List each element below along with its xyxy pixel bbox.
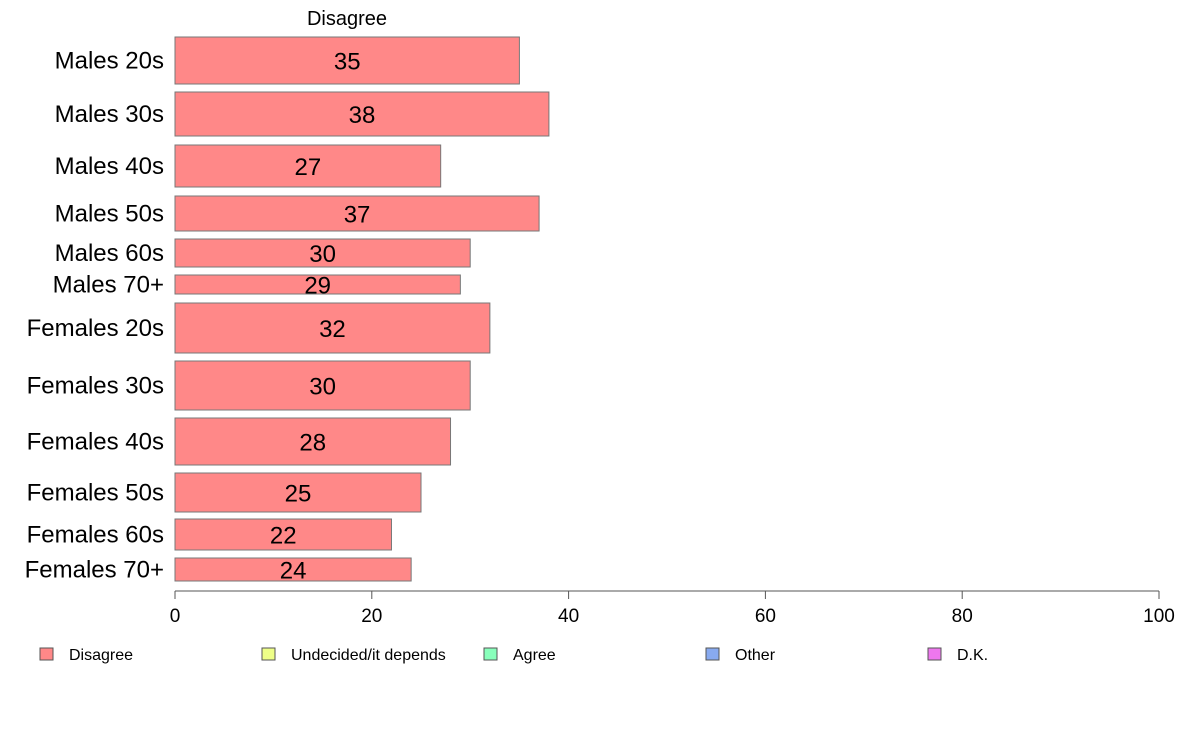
category-label: Males 20s xyxy=(55,48,164,75)
legend-swatch xyxy=(927,647,942,661)
bar xyxy=(174,144,442,188)
legend-swatch xyxy=(483,647,498,661)
category-label: Females 60s xyxy=(27,522,164,549)
legend-swatch xyxy=(261,647,276,661)
category-label: Males 50s xyxy=(55,201,164,228)
legend-label: Undecided/it depends xyxy=(291,647,446,664)
data-label: 24 xyxy=(280,558,307,585)
data-label: 35 xyxy=(334,49,361,76)
data-label: 29 xyxy=(304,273,331,300)
data-label: 38 xyxy=(349,102,376,129)
category-label: Females 40s xyxy=(27,429,164,456)
x-tick-label: 40 xyxy=(558,606,579,627)
bar xyxy=(174,360,471,411)
legend-label: Disagree xyxy=(69,647,133,664)
x-tick-label: 100 xyxy=(1143,606,1175,627)
legend-label: D.K. xyxy=(957,647,988,664)
legend-label: Agree xyxy=(513,647,556,664)
x-tick-label: 20 xyxy=(361,606,382,627)
legend-label: Other xyxy=(735,647,776,664)
bars-layer: Males 20s 35 Males 30s 38 Males 40s 27 Males 5… xyxy=(25,36,550,585)
data-label: 37 xyxy=(344,202,371,229)
x-tick-label: 80 xyxy=(952,606,973,627)
category-label: Males 40s xyxy=(55,153,164,180)
bar xyxy=(174,195,540,232)
category-label: Males 30s xyxy=(55,101,164,128)
category-label: Females 20s xyxy=(27,315,164,342)
data-label: 32 xyxy=(319,316,346,343)
category-label: Males 60s xyxy=(55,240,164,267)
legend: Disagree Undecided/it depends Agree Other D.… xyxy=(39,647,988,664)
data-label: 27 xyxy=(294,154,321,181)
bar xyxy=(174,238,471,268)
data-label: 30 xyxy=(309,374,336,401)
legend-swatch xyxy=(705,647,720,661)
legend-swatch xyxy=(39,647,54,661)
x-tick-label: 0 xyxy=(170,606,181,627)
bar xyxy=(174,302,491,354)
bar xyxy=(174,36,520,85)
data-label: 25 xyxy=(285,481,312,508)
category-label: Females 70+ xyxy=(25,557,164,584)
category-label: Females 50s xyxy=(27,480,164,507)
bar xyxy=(174,274,461,295)
category-label: Females 30s xyxy=(27,373,164,400)
data-label: 28 xyxy=(299,430,326,457)
data-label: 30 xyxy=(309,241,336,268)
bar xyxy=(174,472,422,513)
x-tick-label: 60 xyxy=(755,606,776,627)
bar xyxy=(174,518,392,551)
bar xyxy=(174,557,412,582)
x-axis: 0 20 40 60 80 100 xyxy=(170,590,1175,627)
data-label: 22 xyxy=(270,523,297,550)
bar xyxy=(174,91,550,137)
panel-header: Disagree xyxy=(307,8,387,30)
category-label: Males 70+ xyxy=(53,272,164,299)
bar xyxy=(174,417,452,466)
